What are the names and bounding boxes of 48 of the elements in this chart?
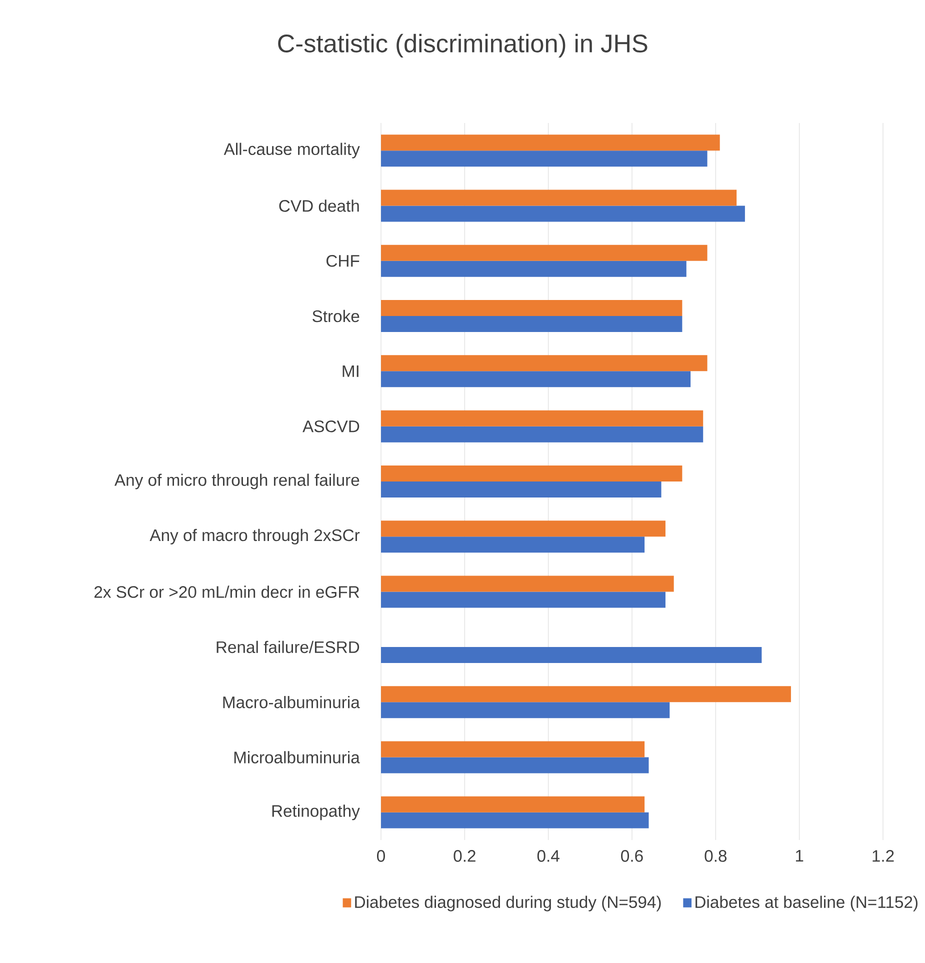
bar [381, 702, 670, 718]
x-tick-label: 0.6 [621, 850, 643, 862]
y-tick-label: CHF [326, 254, 360, 267]
y-tick-label: Any of macro through 2xSCr [150, 528, 360, 544]
x-tick-label: 0.8 [704, 850, 727, 862]
x-tick-label: 1.2 [872, 850, 894, 862]
bar [381, 410, 704, 426]
y-tick-label: CVD death [279, 200, 359, 212]
y-tick-label: ASCVD [302, 420, 360, 432]
bar [381, 576, 674, 592]
bar [381, 520, 666, 537]
x-tick-label: 1 [796, 850, 804, 862]
bar [381, 796, 645, 812]
y-tick-label: 2x SCr or >20 mL/min decr in eGFR [94, 586, 360, 598]
bar [381, 536, 645, 553]
bar [381, 812, 649, 828]
y-tick-label: MI [342, 365, 358, 377]
x-tick-label: 0.4 [537, 850, 560, 862]
y-tick-label: Microalbuminuria [234, 751, 360, 764]
y-tick-label: Renal failure/ESRD [216, 640, 360, 654]
bar [381, 244, 708, 261]
legend-label: Diabetes at baseline (N=1152) [696, 896, 918, 912]
bar [381, 426, 704, 442]
legend-label: Diabetes diagnosed during study (N=594) [355, 896, 661, 912]
bar [381, 190, 737, 206]
bar [381, 316, 682, 332]
y-tick-label: Macro-albuminuria [223, 696, 360, 708]
bar [381, 481, 662, 498]
y-tick-label: Retinopathy [272, 804, 360, 820]
bar [381, 134, 720, 151]
bar [381, 355, 708, 372]
bar [381, 741, 645, 758]
y-tick-label: Any of micro through renal failure [114, 474, 360, 490]
bar [381, 465, 682, 482]
x-tick-label: 0.2 [454, 850, 476, 862]
bar [381, 150, 708, 167]
bar [381, 686, 791, 702]
bar [381, 592, 666, 608]
bar [381, 206, 745, 222]
bar [381, 300, 682, 316]
bar [381, 260, 686, 277]
bar [381, 646, 762, 663]
bar [381, 371, 691, 388]
bar [381, 757, 649, 774]
y-tick-label: All-cause mortality [224, 142, 360, 158]
x-tick-label: 0 [377, 850, 385, 862]
y-tick-label: Stroke [312, 310, 360, 322]
chart-title: C-statistic (discrimination) in JHS [278, 34, 648, 58]
